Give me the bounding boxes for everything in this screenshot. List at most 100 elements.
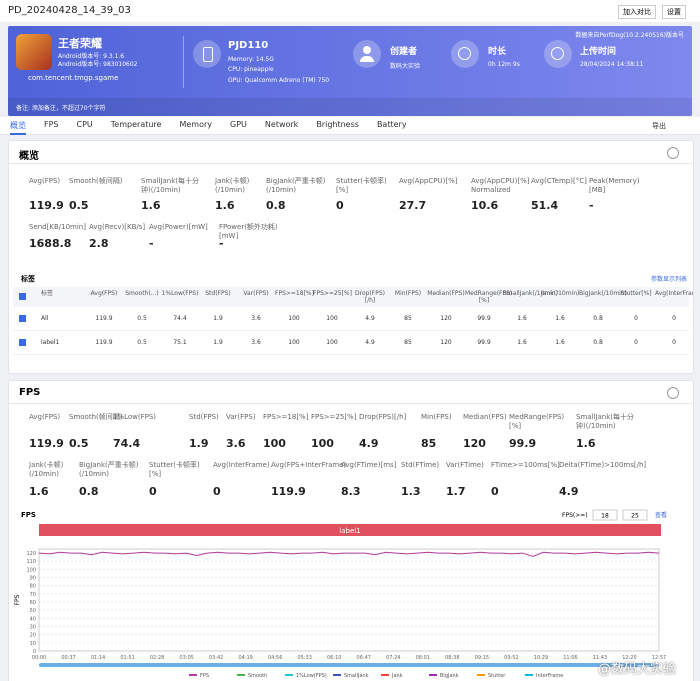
- device-icon: [193, 40, 221, 68]
- threshold-input[interactable]: [622, 509, 648, 521]
- column-header: BigJank(/10min): [579, 290, 627, 297]
- tab[interactable]: Battery: [376, 120, 407, 129]
- y-tick-label: 90: [30, 576, 36, 582]
- legend-label: Stutter: [488, 673, 506, 679]
- checkbox[interactable]: [19, 339, 26, 346]
- metric-label: Avg(FPS): [29, 177, 61, 185]
- column-header: Avg(InterFrame): [655, 290, 693, 297]
- tab[interactable]: Network: [264, 120, 299, 129]
- x-tick-label: 04:19: [238, 655, 252, 661]
- column-header: Avg(FPS): [90, 290, 118, 297]
- metric-value: 1.6: [215, 199, 235, 212]
- table-cell: 120: [440, 339, 452, 346]
- x-tick-label: 08:38: [445, 655, 459, 661]
- table-header: [13, 287, 689, 307]
- tab-bar: 概览 FPS CPU Temperature Memory GPU Network Brigh…: [0, 117, 700, 135]
- collapse-button[interactable]: [667, 387, 679, 399]
- x-tick-label: 08:01: [416, 655, 430, 661]
- tab[interactable]: Temperature: [110, 120, 162, 129]
- column-header: Drop(FPS)[/h]: [355, 290, 385, 304]
- metric-label: Avg(InterFrame): [213, 461, 270, 469]
- x-tick-label: 07:24: [386, 655, 400, 661]
- metric-value: 1.9: [189, 437, 209, 450]
- checkbox[interactable]: [19, 293, 26, 300]
- table-cell: 4.9: [365, 339, 375, 346]
- table-cell: 119.9: [95, 315, 113, 322]
- settings-button[interactable]: 设置: [662, 5, 686, 19]
- x-tick-label: 09:15: [475, 655, 489, 661]
- column-header: FPS>=18[%]: [275, 290, 314, 297]
- column-header: Smooth(...): [125, 290, 159, 297]
- metric-label: Min(FPS): [421, 413, 452, 421]
- table-cell: 4.9: [365, 315, 375, 322]
- metric-value: 120: [463, 437, 486, 450]
- y-tick-label: 60: [30, 600, 36, 606]
- metric-label: Avg(Recv)[KB/s]: [89, 223, 146, 231]
- separator: [9, 403, 693, 404]
- header-card: 王者荣耀 Android版本号: 9.3.1.6 Android版本号: 983…: [8, 26, 692, 116]
- metric-label: Peak(Memory)[MB]: [589, 177, 640, 194]
- metric-label: Avg(Power)[mW]: [149, 223, 208, 231]
- fps-card: FPS FPS FPS(>=) 18 25 查看 label1 FPS 0 10 20 30 40 50…: [8, 380, 694, 681]
- metric-value: 0: [213, 485, 221, 498]
- export-button[interactable]: 导出: [652, 122, 666, 130]
- upload-time: 28/04/2024 14:38:11: [580, 61, 644, 68]
- metric-value: 0: [491, 485, 499, 498]
- view-button[interactable]: 查看: [655, 511, 667, 519]
- table-cell: 1.9: [213, 339, 223, 346]
- table-cell: 0: [672, 339, 676, 346]
- upload-icon: [544, 40, 572, 68]
- metric-value: 99.9: [509, 437, 537, 450]
- table-cell: 0: [672, 315, 676, 322]
- metric-label: BigJank(严重卡顿)(/10min): [79, 461, 139, 478]
- tab[interactable]: FPS: [44, 120, 59, 129]
- metric-value: 1688.8: [29, 237, 72, 250]
- tab[interactable]: 概览: [10, 120, 26, 135]
- x-tick-label: 04:56: [268, 655, 282, 661]
- collapse-button[interactable]: [667, 147, 679, 159]
- tab[interactable]: GPU: [230, 120, 247, 129]
- x-tick-label: 01:14: [91, 655, 105, 661]
- y-tick-label: 40: [30, 616, 36, 622]
- table-cell: 85: [404, 339, 412, 346]
- divider: [183, 36, 184, 88]
- table-cell: label1: [41, 339, 60, 346]
- x-tick-label: 03:42: [209, 655, 223, 661]
- column-link[interactable]: 参数显示列表: [650, 276, 687, 283]
- metric-value: 1.3: [401, 485, 421, 498]
- memory: Memory: 14.5G: [228, 56, 274, 63]
- table-cell: 0: [634, 339, 638, 346]
- column-header: Var(FPS): [243, 290, 269, 297]
- metric-value: 3.6: [226, 437, 246, 450]
- checkbox[interactable]: [19, 315, 26, 322]
- threshold-label: FPS(>=): [562, 512, 588, 519]
- plot-frame: [38, 548, 660, 652]
- metric-value: 119.9: [29, 437, 64, 450]
- x-tick-label: 10:29: [534, 655, 548, 661]
- tab[interactable]: CPU: [76, 120, 93, 129]
- metric-value: 0.8: [79, 485, 99, 498]
- metric-value: 0: [336, 199, 344, 212]
- x-tick-label: 12:57: [652, 655, 666, 661]
- metric-label: Avg(AppCPU)[%] Normalized: [471, 177, 530, 194]
- tab[interactable]: Memory: [179, 120, 213, 129]
- threshold-input[interactable]: [592, 509, 618, 521]
- column-header: Stutter[%]: [620, 290, 652, 297]
- metric-value: 4.9: [359, 437, 379, 450]
- duration: 0h 12m 9s: [488, 61, 520, 68]
- creator: 数码大实验: [390, 63, 421, 70]
- legend-label: SmallJank: [344, 673, 369, 679]
- table-cell: 99.9: [477, 339, 491, 346]
- table-cell: 1.9: [213, 315, 223, 322]
- metric-label: Stutter(卡顿率)[%]: [336, 177, 387, 194]
- x-tick-label: 00:37: [61, 655, 75, 661]
- threshold-value: 25: [631, 513, 639, 520]
- note[interactable]: 备注: 添加备注，不超过70个字符: [16, 105, 106, 112]
- column-header: 1%Low(FPS): [161, 290, 199, 297]
- metric-value: 74.4: [113, 437, 141, 450]
- tab[interactable]: Brightness: [316, 120, 359, 129]
- metric-label: Avg(AppCPU)[%]: [399, 177, 458, 185]
- compare-button[interactable]: 加入对比: [618, 5, 656, 19]
- metric-value: 4.9: [559, 485, 579, 498]
